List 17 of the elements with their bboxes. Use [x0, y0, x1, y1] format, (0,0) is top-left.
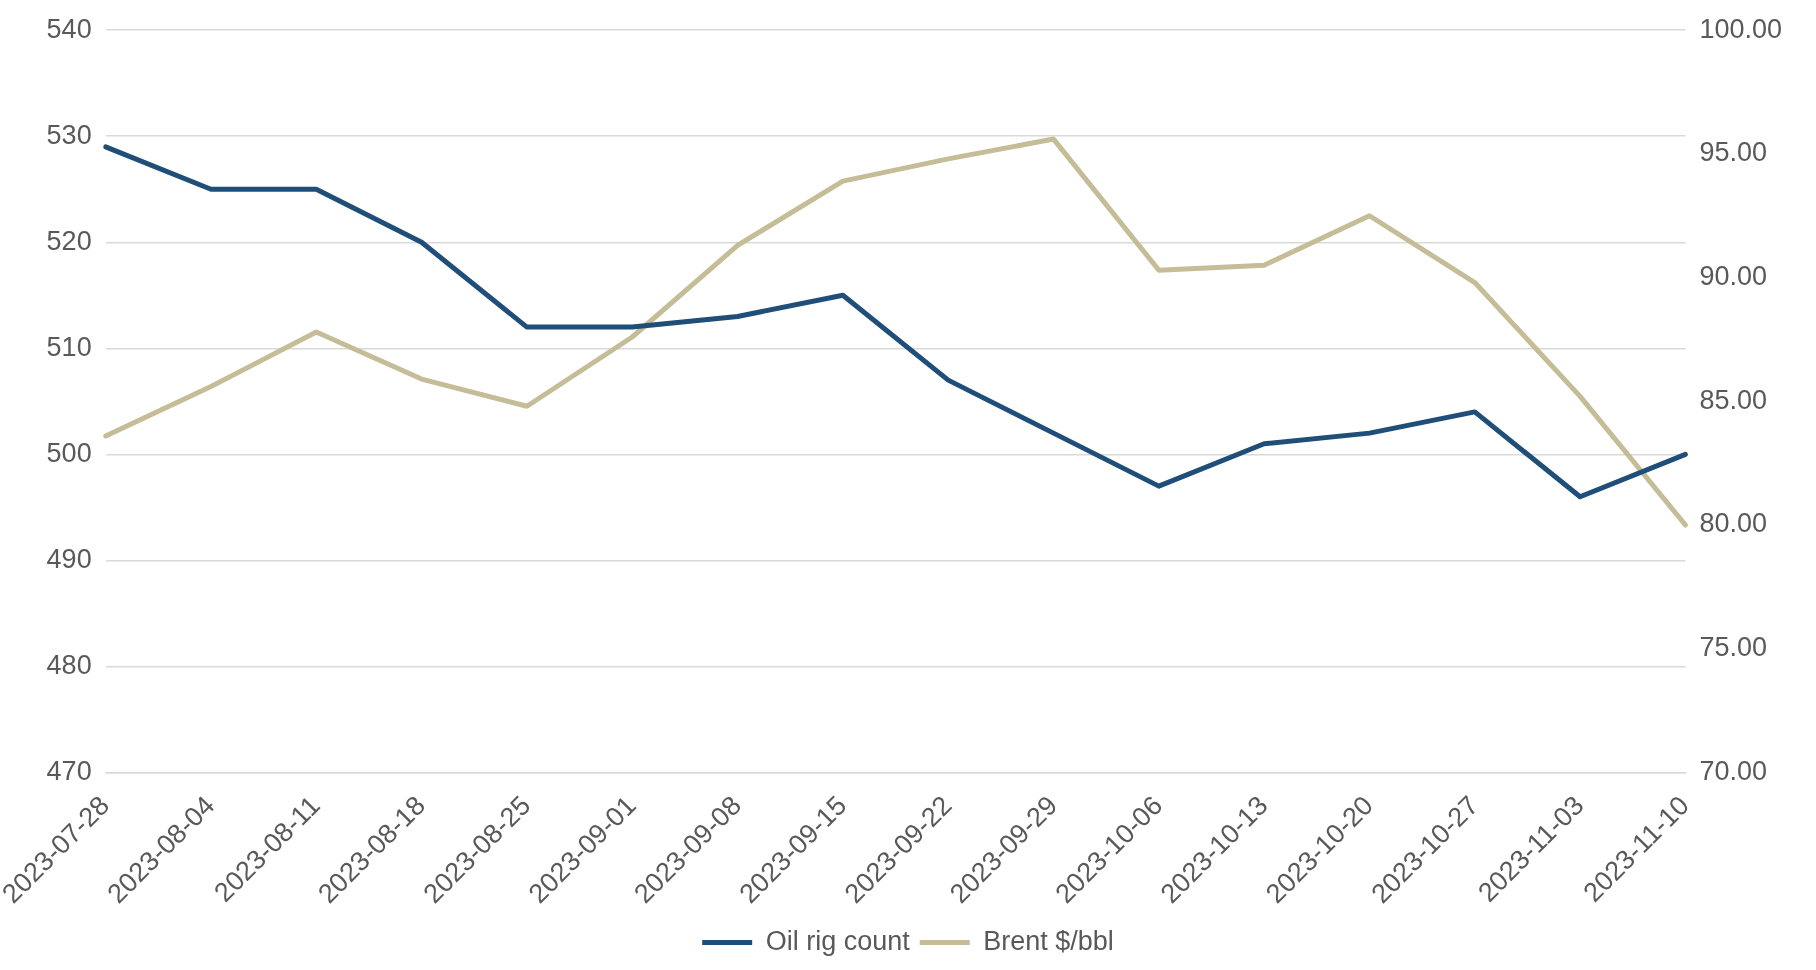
y-tick-label: 480 — [46, 649, 92, 680]
y-tick-label: 520 — [46, 225, 92, 256]
y-tick-label: 500 — [46, 437, 92, 468]
y2-tick-label: 75.00 — [1699, 632, 1767, 663]
y2-tick-label: 95.00 — [1699, 137, 1767, 168]
y2-tick-label: 70.00 — [1699, 755, 1767, 786]
y2-tick-label: 85.00 — [1699, 384, 1767, 415]
legend-label: Oil rig count — [765, 925, 911, 956]
y-tick-label: 540 — [46, 13, 92, 44]
y-tick-label: 470 — [46, 755, 92, 786]
y2-tick-label: 90.00 — [1699, 261, 1767, 292]
y-tick-label: 530 — [46, 119, 92, 150]
y2-tick-label: 100.00 — [1699, 13, 1783, 44]
y-tick-label: 510 — [46, 331, 92, 362]
y2-tick-label: 80.00 — [1699, 508, 1767, 539]
y-tick-label: 490 — [46, 543, 92, 574]
legend-label: Brent $/bbl — [983, 925, 1114, 956]
